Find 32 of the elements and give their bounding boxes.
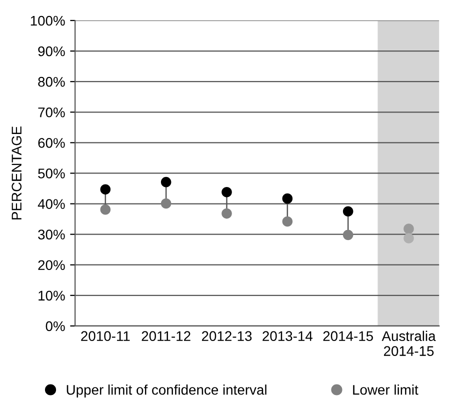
x-tick-label: Australia 2014-15 [382,330,436,356]
x-tick-label: 2012-13 [202,331,252,342]
point [404,233,414,244]
legend-label: Upper limit of confidence interval [66,384,266,398]
point [222,187,232,198]
y-tick-label: 40% [38,199,65,209]
y-tick-label: 90% [38,46,65,56]
y-tick-label: 0% [46,321,65,332]
y-tick-label: 80% [38,76,65,87]
point [342,230,354,240]
legend-label: Lower limit [353,384,418,395]
point [282,193,293,204]
x-tick-label: 2011-12 [142,331,190,342]
point [160,198,172,209]
point [160,176,172,188]
y-tick-label: 50% [38,168,65,178]
y-tick-label: 30% [38,230,65,240]
y-axis-title: PERCENTAGE [12,126,22,220]
y-tick-label: 60% [38,138,65,148]
y-tick-label: 100% [30,16,65,26]
point [404,224,414,234]
x-tick-label: 2014-15 [323,331,373,342]
y-tick-label: 10% [38,290,65,301]
point [100,184,111,195]
point [222,208,232,219]
point [282,216,293,227]
point [100,204,111,215]
x-tick-label: 2013-14 [262,331,312,342]
point [342,206,354,217]
y-tick-label: 70% [38,107,65,118]
y-tick-label: 20% [38,260,65,270]
x-tick-label: 2010-11 [81,331,130,342]
